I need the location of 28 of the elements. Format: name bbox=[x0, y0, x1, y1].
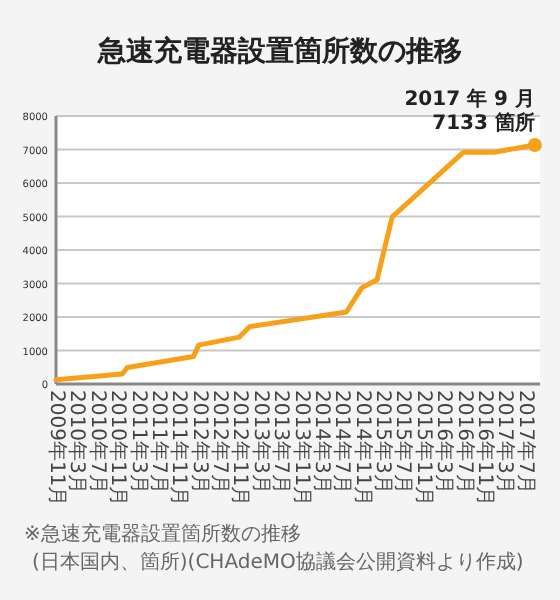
x-tick-label: 2011年3月 bbox=[126, 390, 151, 494]
x-tick-label: 2015年3月 bbox=[371, 390, 396, 494]
x-tick-label: 2013年3月 bbox=[248, 390, 273, 494]
text: ※急速充電器設置箇所数の推移 bbox=[24, 522, 301, 546]
chart-title: 急速充電器設置箇所数の推移 bbox=[96, 34, 462, 68]
x-tick-label: 2011年11月 bbox=[167, 390, 192, 507]
x-tick-label: 2014年3月 bbox=[309, 390, 334, 494]
x-tick-label: 2014年7月 bbox=[330, 390, 355, 494]
x-tick-label: 2016年11月 bbox=[472, 390, 497, 507]
x-tick-label: 2017年7月 bbox=[513, 390, 538, 494]
x-tick-label: 2015年11月 bbox=[411, 390, 436, 507]
x-tick-label: 2016年7月 bbox=[452, 390, 477, 494]
x-tick-label: 2013年11月 bbox=[289, 390, 314, 507]
x-tick-label: 2010年11月 bbox=[106, 390, 131, 507]
x-tick-label: 2013年7月 bbox=[269, 390, 294, 494]
annotation: 2017 年 9 月 7133 箇所 bbox=[404, 87, 535, 136]
x-tick-label: 2014年11月 bbox=[350, 390, 375, 507]
x-tick-label: 2017年3月 bbox=[493, 390, 518, 494]
x-tick-label: 2012年7月 bbox=[208, 390, 233, 494]
x-tick-label: 2010年3月 bbox=[65, 390, 90, 494]
x-tick-label: 2011年7月 bbox=[146, 390, 171, 494]
x-tick-label: 2015年7月 bbox=[391, 390, 416, 494]
x-tick-label: 2009年11月 bbox=[45, 390, 69, 507]
x-tick-label: 2012年11月 bbox=[228, 390, 253, 507]
x-tick-label: 2010年7月 bbox=[85, 390, 110, 494]
text: (日本国内、箇所)(CHAdeMO協議会公開資料より作成) bbox=[32, 550, 524, 574]
x-tick-label: 2016年3月 bbox=[432, 390, 457, 494]
x-tick-label: 2012年3月 bbox=[187, 390, 212, 494]
